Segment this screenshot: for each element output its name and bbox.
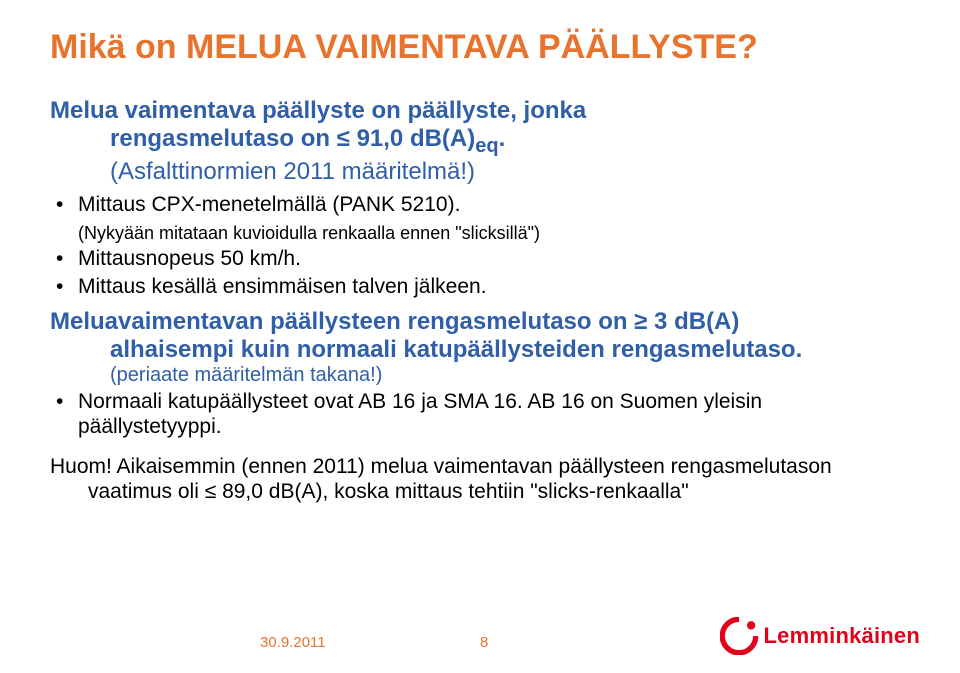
note-line-2: vaatimus oli ≤ 89,0 dB(A), koska mittaus… — [88, 479, 910, 505]
bullet-list-2: Normaali katupäällysteet ovat AB 16 ja S… — [50, 389, 910, 440]
bullet-list-1: Mittaus CPX-menetelmällä (PANK 5210). — [50, 192, 910, 218]
bullet-season: Mittaus kesällä ensimmäisen talven jälke… — [50, 274, 910, 300]
bullet-list-1b: Mittausnopeus 50 km/h. Mittaus kesällä e… — [50, 246, 910, 299]
intro-subscript: eq — [475, 135, 498, 157]
footer-date: 30.9.2011 — [260, 634, 326, 651]
note-block: Huom! Aikaisemmin (ennen 2011) melua vai… — [50, 454, 910, 505]
bullet-cpx-sub: (Nykyään mitataan kuvioidulla renkaalla … — [50, 223, 910, 244]
page-title: Mikä on MELUA VAIMENTAVA PÄÄLLYSTE? — [50, 28, 910, 67]
bullet-normal: Normaali katupäällysteet ovat AB 16 ja S… — [50, 389, 910, 440]
intro-suffix: . — [499, 125, 506, 152]
slide: Mikä on MELUA VAIMENTAVA PÄÄLLYSTE? Melu… — [0, 0, 960, 673]
blue-line-2: alhaisempi kuin normaali katupäällysteid… — [110, 336, 910, 364]
footer-page: 8 — [480, 634, 488, 651]
blue-line-3: (periaate määritelmän takana!) — [110, 364, 910, 387]
intro-block: Melua vaimentava päällyste on päällyste,… — [50, 97, 910, 186]
blue-block: Meluavaimentavan päällysteen rengasmelut… — [50, 308, 910, 387]
intro-line-1: Melua vaimentava päällyste on päällyste,… — [50, 97, 910, 125]
blue-line-1: Meluavaimentavan päällysteen rengasmelut… — [50, 308, 910, 336]
footer: 30.9.2011 8 Lemminkäinen — [0, 611, 960, 651]
logo-icon — [720, 617, 758, 655]
intro-line-3: (Asfalttinormien 2011 määritelmä!) — [110, 158, 910, 186]
intro-line-2: rengasmelutaso on ≤ 91,0 dB(A)eq. — [110, 125, 910, 158]
note-line-1: Huom! Aikaisemmin (ennen 2011) melua vai… — [50, 454, 910, 480]
bullet-speed: Mittausnopeus 50 km/h. — [50, 246, 910, 272]
logo-text: Lemminkäinen — [764, 623, 920, 649]
intro-threshold-text: rengasmelutaso on ≤ 91,0 dB(A) — [110, 125, 475, 152]
bullet-cpx: Mittaus CPX-menetelmällä (PANK 5210). — [50, 192, 910, 218]
logo: Lemminkäinen — [720, 617, 920, 655]
